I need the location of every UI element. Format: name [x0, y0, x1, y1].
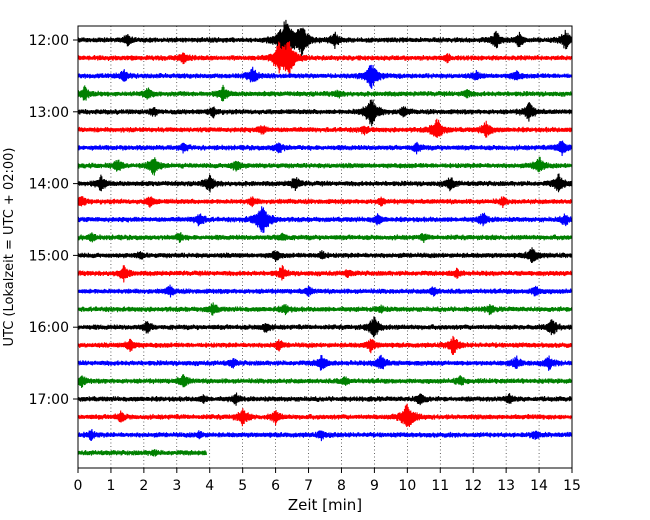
- trace-1530: [77, 284, 573, 298]
- trace-1730: [77, 428, 573, 442]
- y-tick-label-1300: 13:00: [29, 105, 69, 121]
- trace-1345: [77, 156, 573, 176]
- y-tick-label-1400: 14:00: [29, 177, 69, 193]
- x-tick-label-11: 11: [431, 478, 449, 494]
- x-tick-label-4: 4: [205, 478, 214, 494]
- trace-1500: [77, 247, 573, 263]
- trace-1645: [77, 374, 573, 388]
- x-tick-label-3: 3: [172, 478, 181, 494]
- x-tick-label-6: 6: [271, 478, 280, 494]
- x-tick-label-0: 0: [74, 478, 83, 494]
- trace-1230: [77, 64, 573, 89]
- x-tick-label-14: 14: [530, 478, 548, 494]
- x-tick-label-10: 10: [398, 478, 416, 494]
- trace-1215: [77, 41, 573, 75]
- x-tick-label-2: 2: [139, 478, 148, 494]
- y-axis-ticks: 12:00 13:00 14:00 15:00 16:00 17:00: [29, 33, 78, 408]
- x-tick-label-15: 15: [563, 478, 581, 494]
- trace-1615: [77, 335, 573, 355]
- x-tick-label-7: 7: [304, 478, 313, 494]
- x-axis-ticks: 0 1 2 3 4 5 6 7 8 9 10 11 12 13 14 15: [74, 468, 581, 494]
- trace-1400: [77, 173, 573, 193]
- x-tick-label-13: 13: [497, 478, 515, 494]
- y-axis-label: UTC (Lokalzeit = UTC + 02:00): [2, 148, 17, 347]
- y-tick-label-1500: 15:00: [29, 248, 69, 264]
- trace-1600: [77, 316, 573, 338]
- seismic-traces: [77, 19, 573, 457]
- y-tick-label-1200: 12:00: [29, 33, 69, 49]
- x-tick-label-1: 1: [106, 478, 115, 494]
- trace-1745: [77, 449, 207, 457]
- trace-1545: [77, 302, 573, 316]
- trace-1515: [77, 265, 573, 283]
- x-tick-label-5: 5: [238, 478, 247, 494]
- trace-1200: [77, 19, 573, 59]
- plot-frame: [77, 25, 573, 469]
- trace-1315: [77, 118, 573, 138]
- y-tick-label-1600: 16:00: [29, 320, 69, 336]
- trace-1300: [77, 99, 573, 127]
- trace-1330: [77, 140, 573, 156]
- x-tick-label-9: 9: [370, 478, 379, 494]
- trace-1245: [77, 84, 573, 102]
- trace-1700: [77, 392, 573, 406]
- trace-1445: [77, 232, 573, 243]
- x-tick-label-12: 12: [464, 478, 482, 494]
- trace-1715: [77, 403, 573, 427]
- x-axis-label: Zeit [min]: [288, 496, 362, 514]
- trace-1415: [77, 195, 573, 208]
- vertical-gridlines: [77, 26, 573, 468]
- trace-1630: [77, 354, 573, 371]
- x-tick-label-8: 8: [337, 478, 346, 494]
- y-tick-label-1700: 17:00: [29, 392, 69, 408]
- trace-1430: [77, 206, 573, 233]
